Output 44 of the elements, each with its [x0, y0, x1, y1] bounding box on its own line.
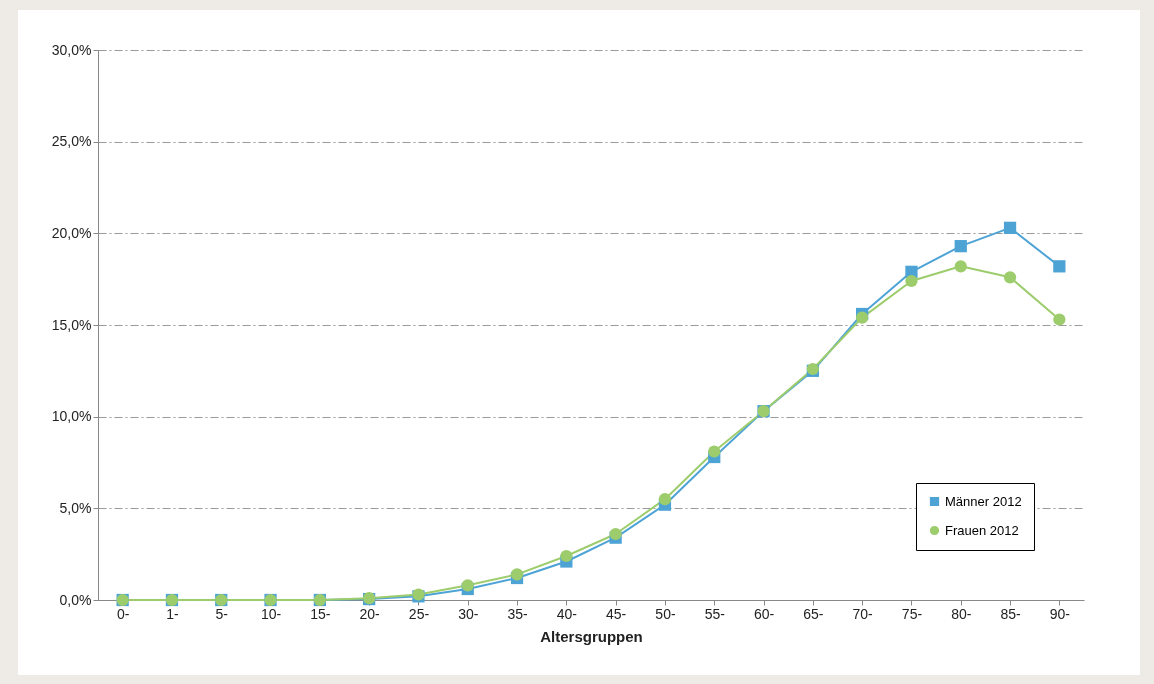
point	[856, 311, 869, 324]
point	[658, 493, 672, 506]
point	[954, 240, 967, 253]
point	[461, 579, 474, 592]
point	[560, 549, 573, 563]
x-tick-label: 80-	[951, 605, 972, 622]
x-tick-label: 55-	[704, 605, 726, 622]
x-tick-label: 60-	[753, 605, 775, 622]
x-tick-label: 65-	[803, 605, 824, 622]
point	[905, 274, 918, 288]
x-tick-label: 10-	[260, 605, 282, 622]
x-tick-label: 25-	[408, 605, 430, 622]
y-tick-label: 20,0%	[51, 224, 92, 241]
x-tick-label: 40-	[556, 605, 578, 622]
y-tick-label: 10,0%	[51, 408, 92, 425]
x-tick-label: 70-	[852, 605, 874, 622]
x-tick-label: 0-	[116, 605, 130, 622]
point	[954, 260, 967, 273]
x-tick-label: 1-	[166, 605, 180, 622]
x-tick-label: 35-	[507, 605, 529, 622]
x-tick-label: 50-	[655, 605, 676, 622]
point	[1003, 271, 1017, 284]
y-tick-label: 30,0%	[51, 41, 92, 58]
legend-label: Frauen 2012	[945, 522, 1019, 538]
point	[1053, 313, 1066, 326]
x-tick-label: 5-	[215, 605, 229, 622]
legend-label: Männer 2012	[945, 493, 1022, 509]
x-tick-label: 75-	[901, 605, 923, 622]
y-tick-label: 25,0%	[51, 133, 92, 150]
x-tick-label: 85-	[1000, 605, 1022, 622]
x-axis-title: Altersgruppen	[540, 627, 643, 645]
point	[1003, 221, 1017, 234]
y-tick-label: 0,0%	[59, 591, 92, 608]
point	[609, 527, 622, 541]
y-tick-label: 5,0%	[59, 499, 92, 516]
point	[1053, 260, 1066, 273]
point	[708, 445, 721, 458]
y-tick-label: 15,0%	[51, 316, 92, 333]
x-tick-label: 45-	[606, 605, 627, 622]
x-tick-label: 15-	[310, 605, 331, 622]
point	[510, 568, 524, 581]
x-tick-label: 20-	[359, 605, 381, 622]
x-tick-label: 90-	[1049, 605, 1071, 622]
x-tick-label: 30-	[458, 605, 479, 622]
